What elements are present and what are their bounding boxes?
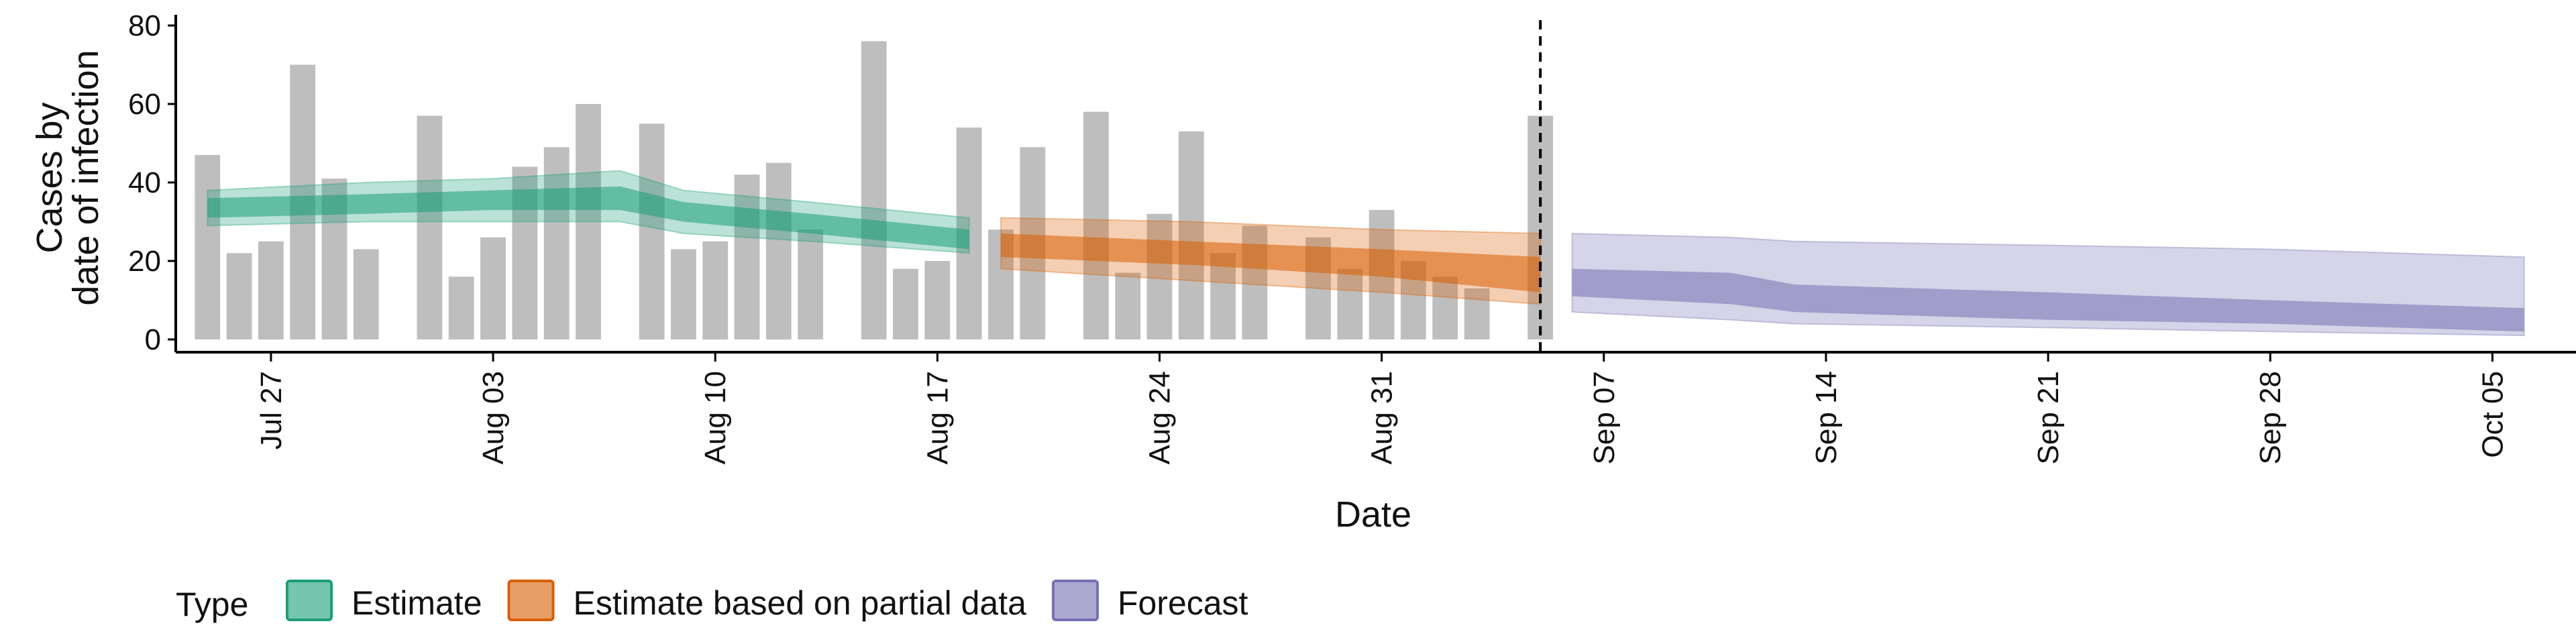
bar	[226, 253, 252, 339]
y-tick-label: 0	[145, 323, 161, 356]
bar	[702, 241, 729, 340]
x-tick-label: Sep 28	[2254, 371, 2287, 464]
x-tick-label: Sep 21	[2032, 371, 2065, 464]
forecast-inner-band	[1572, 268, 2524, 332]
bar	[924, 261, 951, 339]
bar	[448, 276, 474, 339]
bar	[1178, 131, 1204, 339]
legend-key-estimate	[286, 580, 333, 621]
bar	[1146, 213, 1173, 339]
x-tick-label: Oct 05	[2476, 371, 2509, 458]
bar	[1115, 272, 1141, 339]
bar	[671, 249, 696, 339]
y-axis-title-line-1: Cases by	[30, 102, 70, 253]
bar	[1210, 253, 1236, 339]
x-tick-label: Jul 27	[255, 371, 288, 449]
legend: Type Estimate Estimate based on partial d…	[176, 580, 1248, 623]
bar	[861, 41, 887, 340]
bar	[893, 268, 918, 339]
legend-label-estimate: Estimate	[352, 584, 482, 622]
y-axis-title: Cases by date of infection	[30, 50, 106, 305]
legend-label-forecast: Forecast	[1118, 584, 1248, 622]
x-tick-label: Aug 10	[699, 371, 732, 464]
bar	[417, 115, 443, 339]
y-axis-title-line-2: date of infection	[66, 50, 106, 305]
legend-key-forecast	[1051, 580, 1099, 621]
bar	[195, 155, 221, 339]
y-tick-label: 40	[128, 166, 161, 199]
bar	[258, 241, 284, 340]
x-tick-label: Aug 24	[1144, 371, 1177, 464]
bar	[480, 237, 506, 339]
bar	[1432, 276, 1458, 339]
bar	[543, 147, 570, 340]
x-axis-title: Date	[1335, 494, 1411, 535]
bar	[798, 229, 823, 339]
estimate-based-on-partial-data-inner-band	[1001, 233, 1541, 292]
legend-label-estimate-based-on-partial-data: Estimate based on partial data	[574, 584, 1027, 622]
estimate-inner-band	[207, 186, 969, 250]
y-tick-label: 80	[128, 9, 161, 42]
estimate-outer-band	[207, 170, 970, 254]
legend-key-estimate-based-on-partial-data	[507, 580, 555, 621]
bands-layer	[207, 170, 2525, 337]
bar	[1083, 111, 1109, 339]
x-tick-label: Aug 31	[1366, 371, 1399, 464]
bar	[734, 174, 760, 339]
axes-layer: 0 20 40 60 80 Jul 27 Aug 03 Aug 10 Aug 17 Aug 24 A…	[128, 9, 2576, 464]
x-tick-label: Aug 17	[921, 371, 954, 464]
bar	[576, 104, 601, 339]
x-tick-label: Aug 03	[477, 371, 510, 464]
bar	[765, 162, 792, 340]
y-tick-label: 20	[128, 245, 161, 278]
x-tick-label: Sep 07	[1588, 371, 1621, 464]
bar	[639, 123, 665, 340]
x-tick-label: Sep 14	[1810, 371, 1843, 464]
bar	[353, 249, 379, 339]
bars-layer	[195, 41, 1554, 340]
bar	[1464, 288, 1490, 339]
legend-title: Type	[176, 586, 248, 623]
bar	[1337, 268, 1363, 339]
y-tick-label: 60	[128, 88, 161, 121]
